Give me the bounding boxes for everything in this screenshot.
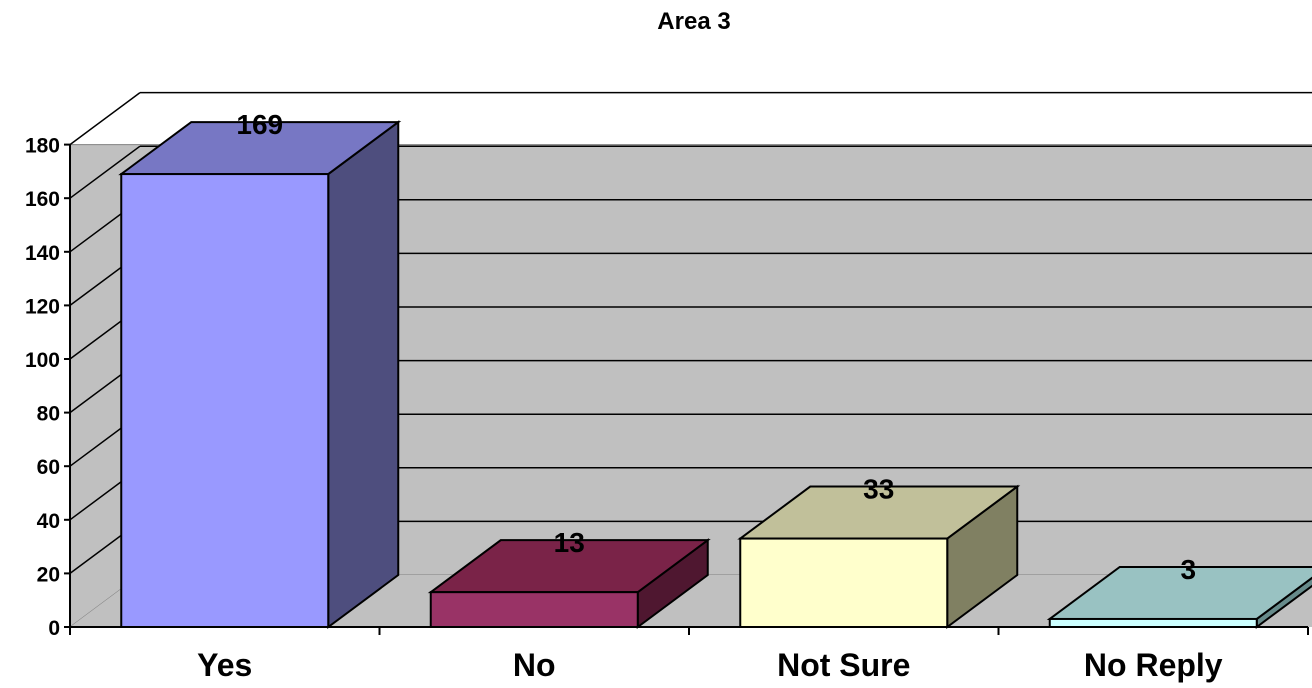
- y-tick-label: 60: [37, 456, 60, 479]
- bars: [118, 120, 1312, 629]
- y-tick-label: 160: [25, 188, 60, 211]
- y-tick-label: 40: [37, 510, 60, 533]
- axes: [69, 144, 1309, 635]
- y-tick-label: 120: [25, 295, 60, 318]
- data-label: 33: [863, 474, 894, 505]
- x-tick-labels: Yes No Not Sure No Reply: [197, 647, 1223, 683]
- bar-front: [429, 591, 639, 628]
- x-tick-label: No: [513, 647, 556, 683]
- gridline-diagonal: [69, 91, 141, 146]
- bar-front: [739, 537, 949, 628]
- gridline-diagonal: [69, 145, 141, 199]
- y-tick-label: 100: [25, 349, 60, 372]
- y-tick-label: 80: [37, 403, 60, 426]
- bar-yes: [118, 120, 402, 629]
- y-tick-label: 180: [25, 135, 60, 158]
- bar-no-reply: [1046, 565, 1312, 629]
- bar-front: [120, 173, 330, 629]
- x-tick-label: No Reply: [1084, 647, 1223, 683]
- bar-not-sure: [737, 484, 1021, 629]
- x-tick-label: Yes: [197, 647, 252, 683]
- bar-side: [327, 120, 400, 629]
- x-tick-label: Not Sure: [777, 647, 910, 683]
- y-tick-label: 20: [37, 563, 60, 586]
- y-tick-labels: 0 20 40 60 80 100 120 140 160 180: [25, 135, 70, 640]
- chart-title: Area 3: [657, 8, 731, 35]
- data-label: 13: [554, 527, 585, 558]
- y-tick-label: 140: [25, 242, 60, 265]
- bar-no: [427, 538, 711, 629]
- data-label: 169: [236, 109, 283, 140]
- bar-front: [1048, 617, 1258, 629]
- data-label: 3: [1180, 554, 1196, 585]
- y-tick-label: 0: [48, 617, 60, 640]
